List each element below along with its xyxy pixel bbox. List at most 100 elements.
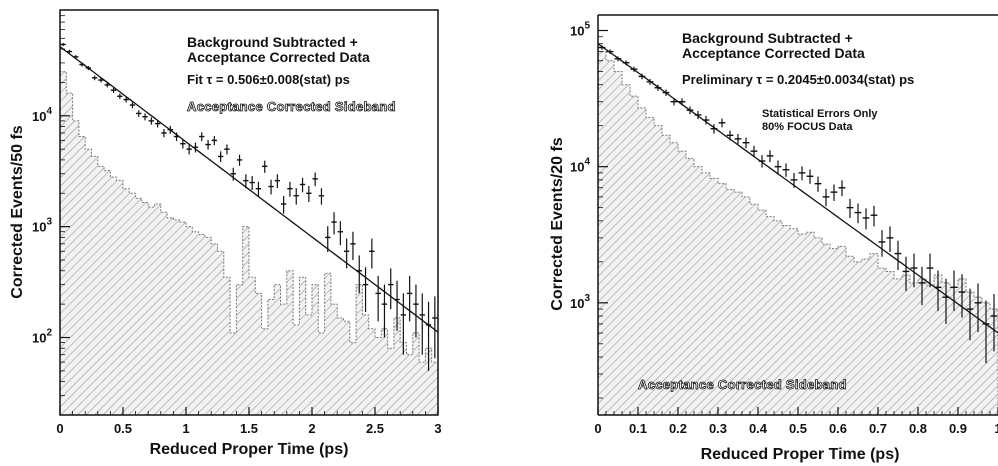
x-tick-label: 0.6 [829, 421, 847, 436]
y-axis-left: 102 103 104 [32, 9, 70, 416]
x-tick-label: 0.2 [669, 421, 687, 436]
data-point [211, 136, 218, 146]
data-point [910, 253, 918, 288]
data-point [774, 160, 782, 174]
data-point [726, 130, 734, 141]
data-point [91, 75, 98, 81]
data-point [862, 208, 870, 230]
data-point [268, 179, 274, 195]
data-point [154, 120, 161, 128]
data-point [199, 132, 205, 142]
x-tick-label: 0.5 [789, 421, 807, 436]
data-point [894, 240, 902, 271]
stats-note-line2-right: 80% FOCUS Data [762, 121, 853, 133]
x-tick-label: 2 [308, 421, 315, 436]
data-point [966, 288, 974, 341]
x-tick-label: 0 [56, 421, 63, 436]
data-point [734, 133, 742, 145]
data-point [280, 196, 287, 214]
data-point [110, 87, 117, 93]
data-point [990, 294, 998, 352]
data-point [362, 267, 369, 312]
data-point [375, 275, 381, 322]
x-tick-label: 0.4 [749, 421, 768, 436]
y-tick-label: 104 [32, 106, 52, 124]
plot-area-left [60, 42, 438, 415]
data-point [161, 129, 167, 138]
data-point [148, 117, 155, 125]
x-tick-label: 1 [994, 421, 998, 436]
data-point [236, 154, 243, 166]
y-tick-label: 104 [570, 157, 590, 175]
data-point [425, 301, 432, 371]
data-point [318, 188, 325, 205]
data-point [230, 167, 236, 181]
data-point [870, 205, 878, 227]
annotation-title-line2-right: Acceptance Corrected Data [682, 45, 865, 61]
x-tick-label: 2.5 [366, 421, 384, 436]
data-point [782, 163, 790, 177]
data-point [331, 212, 337, 235]
fit-result-left: Fit τ = 0.506±0.008(stat) ps [187, 72, 350, 87]
data-point [306, 185, 312, 202]
data-point [98, 77, 104, 83]
data-point [262, 160, 268, 173]
data-point [702, 115, 710, 125]
x-tick-label: 0.8 [909, 421, 927, 436]
data-point [400, 293, 407, 355]
sideband-histogram-left [60, 71, 438, 415]
data-point [982, 300, 990, 364]
x-tick-label: 0 [594, 421, 601, 436]
data-points-left [60, 42, 438, 371]
sideband-label-left: Acceptance Corrected Sideband [187, 99, 396, 114]
data-point [255, 181, 262, 197]
data-point [186, 144, 192, 155]
y-tick-label: 102 [32, 328, 52, 346]
data-point [180, 139, 186, 149]
data-point [274, 174, 281, 189]
data-point [432, 296, 438, 359]
y-tick-label: 103 [32, 217, 52, 235]
chart-left: 0 0.5 1 1.5 2 2.5 3 102 103 104 Reduced Proper T… [9, 9, 442, 458]
data-point [129, 102, 136, 109]
y-axis-title-left: Corrected Events/50 fs [9, 125, 26, 299]
data-point [838, 180, 846, 197]
data-point [902, 256, 910, 292]
y-tick-label: 103 [570, 293, 590, 311]
y-axis-title-right: Corrected Events/20 fs [549, 137, 566, 311]
data-point [123, 96, 129, 103]
data-point [942, 278, 950, 324]
data-point [224, 144, 230, 155]
data-point [950, 270, 958, 312]
data-point [350, 231, 356, 261]
data-point [136, 110, 142, 117]
data-point [117, 93, 123, 100]
y-axis-right: 103 104 105 [570, 21, 608, 399]
data-point [66, 49, 73, 54]
data-point [630, 66, 638, 72]
data-point [846, 198, 854, 218]
data-point [85, 65, 92, 71]
data-point [918, 266, 926, 306]
x-axis-right: 0 0.1 0.2 0.3 0.4 0.5 0.6 0.7 0.8 0.9 1 [594, 407, 998, 436]
annotation-title-line1-left: Background Subtracted + [187, 34, 358, 50]
data-point [638, 73, 646, 80]
x-tick-label: 1 [182, 421, 189, 436]
data-point [413, 284, 419, 338]
x-axis-title-right: Reduced Proper Time (ps) [701, 446, 900, 463]
data-point [249, 176, 255, 191]
x-tick-label: 3 [434, 421, 441, 436]
data-point [758, 155, 766, 168]
x-axis-left: 0 0.5 1 1.5 2 2.5 3 [56, 407, 442, 436]
x-axis-title-left: Reduced Proper Time (ps) [150, 441, 349, 458]
sideband-histogram-right [598, 51, 998, 415]
y-tick-label: 105 [570, 21, 590, 39]
data-point [598, 45, 606, 50]
fit-curve-left [60, 46, 438, 333]
data-point [678, 98, 686, 106]
data-point [926, 253, 934, 288]
data-point [205, 139, 211, 150]
data-point [60, 42, 66, 47]
data-point [854, 203, 862, 224]
